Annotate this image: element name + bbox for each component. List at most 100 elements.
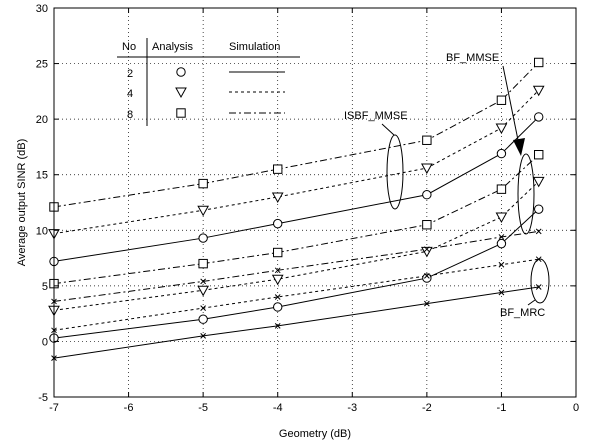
data-point-bf-mrc-8 <box>535 228 542 235</box>
bf-mrc-ellipse <box>530 258 550 304</box>
y-axis-label: Average output SINR (dB) <box>16 139 28 267</box>
data-point-isbf-mmse-8 <box>198 258 208 269</box>
series-lines <box>53 62 540 359</box>
data-point-isbf-mmse-2 <box>273 302 283 312</box>
legend-marker-8 <box>176 108 186 118</box>
data-point-isbf-mmse-4 <box>271 274 284 286</box>
data-point-bf-mmse-8 <box>534 57 544 68</box>
data-point-bf-mmse-2 <box>422 190 432 200</box>
axis-ticks: -7 -6 -5 -4 -3 -2 -1 0 -5 0 5 10 15 20 25 30 <box>36 3 579 414</box>
data-point-isbf-mmse-2 <box>198 314 208 324</box>
series-line-bf-mrc-8 <box>53 230 539 302</box>
data-point-isbf-mmse-4 <box>495 212 508 223</box>
data-point-isbf-mmse-2 <box>496 238 507 249</box>
annotation-bf-mmse: BF_MMSE <box>446 52 499 64</box>
data-point-bf-mrc-2 <box>498 289 505 296</box>
y-tick-label: 25 <box>36 59 48 71</box>
data-point-isbf-mmse-4 <box>532 176 545 188</box>
data-point-bf-mmse-2 <box>534 112 544 122</box>
data-point-isbf-mmse-4 <box>197 285 209 297</box>
x-tick-label: 0 <box>573 402 579 414</box>
data-point-bf-mrc-2 <box>200 333 206 339</box>
data-point-bf-mmse-4 <box>421 163 433 175</box>
legend-no-8: 8 <box>127 109 133 121</box>
x-tick-label: -3 <box>347 402 357 414</box>
isbf-mmse-ellipse <box>386 134 404 210</box>
data-point-bf-mrc-2 <box>535 284 542 290</box>
y-tick-label: 20 <box>36 114 48 126</box>
legend-no-4: 4 <box>127 88 133 100</box>
bf-mmse-arrow-head <box>513 138 525 156</box>
annotation-graphics <box>381 65 550 306</box>
data-point-bf-mmse-8 <box>198 178 208 189</box>
data-point-bf-mmse-8 <box>422 135 432 145</box>
data-point-bf-mrc-2 <box>274 323 281 329</box>
y-tick-label: 5 <box>42 281 48 293</box>
series-line-bf-mmse-8 <box>53 62 540 208</box>
data-point-bf-mrc-8 <box>424 246 430 253</box>
x-tick-label: -6 <box>124 402 134 414</box>
data-point-bf-mrc-4 <box>498 261 505 268</box>
data-point-isbf-mmse-8 <box>534 150 544 160</box>
bf-mrc-leader <box>527 299 536 306</box>
annotation-bf-mrc: BF_MRC <box>500 307 545 319</box>
legend-header-analysis: Analysis <box>152 41 193 53</box>
x-tick-label: -4 <box>273 402 283 414</box>
y-tick-label: -5 <box>38 392 48 404</box>
data-point-bf-mmse-4 <box>197 205 209 217</box>
y-tick-label: 10 <box>36 225 48 237</box>
legend-no-2: 2 <box>127 68 133 80</box>
annotation-isbf-mmse: ISBF_MMSE <box>344 110 408 122</box>
annotations: BF_MMSE ISBF_MMSE BF_MRC <box>344 52 550 319</box>
data-point-bf-mmse-4 <box>532 85 545 97</box>
series-line-bf-mrc-2 <box>53 286 539 359</box>
data-point-bf-mmse-2 <box>198 233 208 243</box>
legend-header-simulation: Simulation <box>229 41 280 53</box>
legend-marker-4 <box>175 87 187 99</box>
data-point-bf-mmse-8 <box>496 95 507 105</box>
series-markers <box>48 57 545 361</box>
x-tick-label: -7 <box>49 402 59 414</box>
plot-frame <box>53 7 577 398</box>
x-tick-label: -5 <box>198 402 208 414</box>
data-point-bf-mmse-8 <box>273 164 283 174</box>
data-point-isbf-mmse-8 <box>496 184 507 194</box>
data-point-bf-mrc-4 <box>274 294 281 300</box>
legend-marker-2 <box>176 67 186 77</box>
data-point-isbf-mmse-4 <box>421 246 433 258</box>
data-point-isbf-mmse-2 <box>534 204 544 214</box>
legend: No Analysis Simulation 2 4 8 <box>117 38 300 126</box>
data-point-bf-mrc-8 <box>200 278 206 285</box>
data-point-bf-mrc-4 <box>424 273 430 279</box>
data-point-bf-mrc-8 <box>274 267 281 274</box>
data-point-bf-mrc-4 <box>200 305 206 311</box>
data-point-isbf-mmse-8 <box>422 220 432 230</box>
legend-graphics <box>117 38 300 126</box>
x-tick-label: -2 <box>422 402 432 414</box>
data-point-bf-mmse-2 <box>496 148 507 159</box>
data-point-bf-mmse-2 <box>273 218 283 229</box>
x-tick-label: -1 <box>497 402 507 414</box>
series-line-isbf-mmse-2 <box>53 208 540 339</box>
bf-mmse-ellipse <box>517 153 535 235</box>
data-point-isbf-mmse-8 <box>273 247 283 258</box>
isbf-mmse-leader <box>381 123 395 136</box>
y-tick-label: 30 <box>36 3 48 15</box>
series-line-bf-mrc-4 <box>53 258 539 331</box>
bf-mmse-arrow-shaft <box>502 65 520 146</box>
grid <box>54 8 576 397</box>
series-line-bf-mmse-2 <box>53 116 540 262</box>
data-point-bf-mmse-4 <box>271 192 284 203</box>
data-point-bf-mrc-2 <box>424 300 430 307</box>
y-tick-label: 15 <box>36 170 48 182</box>
data-point-isbf-mmse-2 <box>422 273 432 283</box>
x-axis-label: Geometry (dB) <box>279 428 351 440</box>
data-point-bf-mmse-4 <box>495 123 508 135</box>
series-line-isbf-mmse-8 <box>53 154 540 285</box>
y-tick-label: 0 <box>42 336 48 348</box>
series-line-bf-mmse-4 <box>53 89 540 235</box>
legend-header-no: No <box>122 41 136 53</box>
data-point-bf-mrc-8 <box>498 234 505 240</box>
series-line-isbf-mmse-4 <box>53 181 540 311</box>
